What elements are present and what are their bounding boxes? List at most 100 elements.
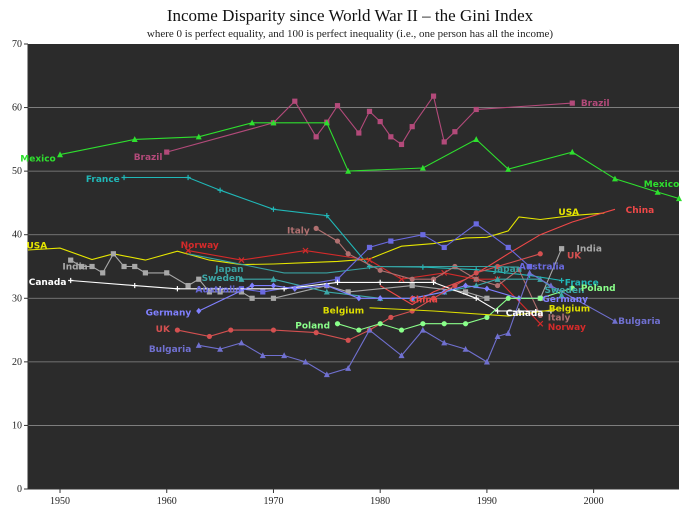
series-label-belgium: Belgium [549, 304, 590, 314]
data-point-uk [174, 327, 181, 333]
x-tick-label: 1990 [477, 496, 497, 507]
data-point-mexico [473, 136, 480, 142]
data-point-india [238, 289, 245, 295]
data-point-france [121, 174, 127, 181]
series-label-norway: Norway [548, 323, 586, 333]
data-point-brazil [441, 139, 447, 145]
data-point-mexico [569, 148, 576, 155]
data-point-uk [452, 282, 458, 289]
data-point-india [462, 289, 469, 295]
data-point-uk [388, 314, 394, 320]
data-point-germany [249, 282, 255, 289]
series-label-belgium: Belgium [323, 306, 364, 316]
data-point-canada [548, 308, 554, 314]
series-bulgaria [195, 269, 618, 378]
data-point-brazil [388, 134, 394, 140]
series-label-italy: Italy [548, 313, 571, 323]
data-point-poland [484, 314, 490, 320]
data-point-mexico [57, 151, 64, 158]
series-label-italy: Italy [287, 226, 310, 236]
data-point-india [559, 246, 565, 252]
data-point-canada [68, 277, 74, 284]
data-point-italy [516, 267, 522, 273]
data-point-brazil [452, 129, 458, 135]
data-point-poland [377, 321, 383, 327]
chart-subtitle: where 0 is perfect equality, and 100 is … [146, 28, 554, 40]
data-point-canada [473, 295, 479, 301]
data-point-bulgaria [441, 339, 448, 346]
data-point-germany [196, 307, 202, 315]
series-label-bulgaria: Bulgaria [149, 345, 191, 355]
data-point-poland [420, 321, 426, 327]
data-point-bulgaria [419, 326, 426, 333]
data-point-canada [174, 286, 181, 292]
y-tick-label: 60 [12, 103, 22, 114]
data-point-norway [302, 247, 309, 254]
data-point-germany [324, 282, 330, 289]
series-label-japan: Japan [214, 265, 243, 275]
data-point-australia [260, 289, 266, 295]
data-point-brazil [164, 149, 170, 155]
data-point-norway [366, 257, 373, 264]
data-point-france [185, 174, 191, 181]
data-point-australia [441, 244, 447, 251]
data-point-mexico [654, 188, 661, 195]
data-point-india [484, 295, 490, 301]
series-label-france: France [565, 278, 599, 288]
data-point-italy [409, 276, 415, 282]
data-point-uk [228, 327, 234, 333]
data-point-germany [409, 295, 415, 302]
data-point-uk [313, 330, 319, 336]
data-point-bulgaria [302, 358, 309, 365]
series-label-sweden: Sweden [202, 274, 242, 284]
series-canada [68, 277, 554, 314]
data-point-germany [484, 285, 490, 292]
x-tick-label: 1950 [50, 496, 70, 507]
data-point-uk [206, 333, 213, 340]
data-point-germany [292, 285, 298, 292]
series-line-belgium [369, 307, 562, 317]
data-point-australia [366, 244, 373, 251]
data-point-poland [398, 327, 405, 333]
series-label-china: China [626, 206, 655, 216]
series-line-canada [70, 279, 551, 312]
data-point-mexico [345, 167, 352, 174]
data-point-bulgaria [238, 339, 245, 346]
data-point-mexico [270, 119, 277, 126]
data-point-mexico [131, 136, 138, 142]
series-label-australia: Australia [196, 285, 242, 295]
data-point-india [206, 289, 213, 295]
series-line-china [379, 208, 616, 306]
series-label-brazil: Brazil [134, 153, 163, 163]
series-mexico [57, 119, 682, 202]
data-point-uk [409, 308, 415, 314]
data-point-brazil [292, 98, 298, 104]
data-point-india [121, 263, 127, 270]
data-point-uk [430, 295, 437, 301]
data-point-brazil [473, 106, 479, 113]
data-point-poland [462, 321, 469, 327]
series-label-germany: Germany [146, 308, 192, 318]
data-point-poland [569, 285, 575, 291]
data-point-norway [398, 276, 405, 283]
data-point-canada [217, 286, 223, 292]
series-label-china: China [409, 296, 438, 306]
data-point-poland [356, 327, 362, 333]
series-label-uk: UK [567, 252, 582, 262]
data-point-poland [537, 295, 543, 301]
data-point-india [185, 282, 191, 289]
data-point-bulgaria [281, 352, 288, 359]
data-point-germany [270, 282, 277, 289]
series-label-sweden: Sweden [545, 286, 585, 296]
series-label-mexico: Mexico [644, 180, 679, 190]
y-tick-label: 30 [12, 293, 22, 304]
y-tick-label: 70 [12, 39, 22, 50]
data-point-bulgaria [259, 352, 266, 359]
data-point-france [420, 264, 426, 270]
series-label-poland: Poland [581, 284, 616, 294]
series-label-germany: Germany [542, 295, 588, 305]
data-point-india [68, 257, 74, 263]
data-point-india [345, 289, 351, 295]
data-point-australia [334, 276, 341, 282]
data-point-mexico [505, 166, 512, 172]
